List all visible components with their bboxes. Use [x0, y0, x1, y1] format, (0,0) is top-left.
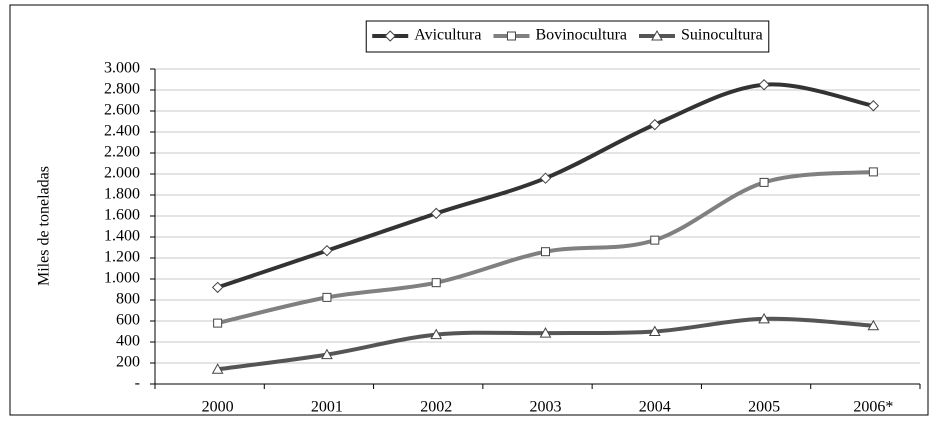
marker — [651, 29, 663, 41]
y-tick-label: 800 — [116, 291, 140, 308]
marker — [321, 244, 333, 257]
marker — [868, 167, 878, 177]
x-tick-label: 2005 — [748, 399, 780, 416]
marker — [211, 363, 224, 374]
marker — [506, 31, 516, 41]
marker — [539, 172, 552, 184]
legend-entry: Avicultura — [372, 27, 481, 44]
y-tick-label: 1.000 — [104, 270, 140, 287]
marker — [648, 325, 661, 336]
marker — [211, 281, 224, 294]
x-tick-label: 2003 — [530, 399, 562, 416]
marker — [384, 30, 396, 42]
series-line — [217, 82, 874, 290]
legend-box — [365, 20, 770, 53]
x-tick-label: 2004 — [639, 399, 671, 416]
y-tick-label: 2.600 — [104, 102, 140, 119]
y-tick-label: 2.000 — [104, 165, 140, 182]
y-tick-label: 2.200 — [104, 144, 140, 161]
series-line — [217, 316, 874, 372]
legend-label: Suinocultura — [681, 27, 763, 44]
marker — [758, 312, 770, 324]
y-tick-label: - — [135, 375, 140, 392]
y-tick-label: 1.800 — [104, 186, 140, 203]
legend-entry: Suinocultura — [639, 27, 763, 44]
marker — [758, 79, 770, 91]
x-tick-label: 2006* — [853, 399, 893, 416]
marker — [541, 247, 550, 257]
y-tick-label: 1.400 — [104, 228, 140, 245]
marker — [431, 278, 441, 288]
legend: Avicultura Bovinocultura Suinocultura — [365, 20, 770, 53]
marker — [649, 118, 661, 131]
legend-label: Bovinocultura — [535, 27, 627, 44]
marker — [430, 207, 442, 220]
marker — [322, 292, 332, 302]
x-tick-label: 2001 — [311, 399, 343, 416]
x-tick-label: 2000 — [202, 399, 234, 416]
y-tick-label: 1.200 — [104, 249, 140, 266]
y-tick-label: 1.600 — [104, 207, 140, 224]
y-tick-label: 200 — [116, 354, 140, 371]
legend-entry: Bovinocultura — [493, 27, 627, 44]
y-axis-label: Miles de toneladas — [36, 166, 53, 286]
y-tick-label: 2.800 — [104, 81, 140, 98]
x-tick-label: 2002 — [420, 399, 452, 416]
marker — [650, 235, 660, 245]
chart-frame — [9, 4, 929, 416]
marker — [430, 328, 443, 340]
marker — [539, 327, 552, 338]
marker — [321, 348, 333, 360]
marker — [759, 177, 769, 187]
marker — [213, 318, 223, 328]
marker — [867, 319, 880, 331]
y-tick-label: 3.000 — [104, 60, 140, 77]
y-tick-label: 2.400 — [104, 123, 140, 140]
y-tick-label: 600 — [116, 312, 140, 329]
y-tick-label: 400 — [116, 333, 140, 350]
marker — [867, 100, 880, 112]
legend-label: Avicultura — [414, 27, 481, 44]
